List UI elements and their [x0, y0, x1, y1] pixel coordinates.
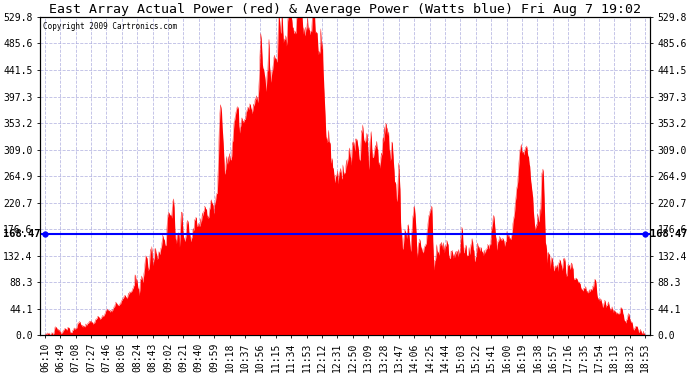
- Text: 168.47: 168.47: [3, 229, 40, 239]
- Text: 168.47: 168.47: [650, 229, 687, 239]
- Text: Copyright 2009 Cartronics.com: Copyright 2009 Cartronics.com: [43, 22, 177, 31]
- Title: East Array Actual Power (red) & Average Power (Watts blue) Fri Aug 7 19:02: East Array Actual Power (red) & Average …: [49, 3, 641, 16]
